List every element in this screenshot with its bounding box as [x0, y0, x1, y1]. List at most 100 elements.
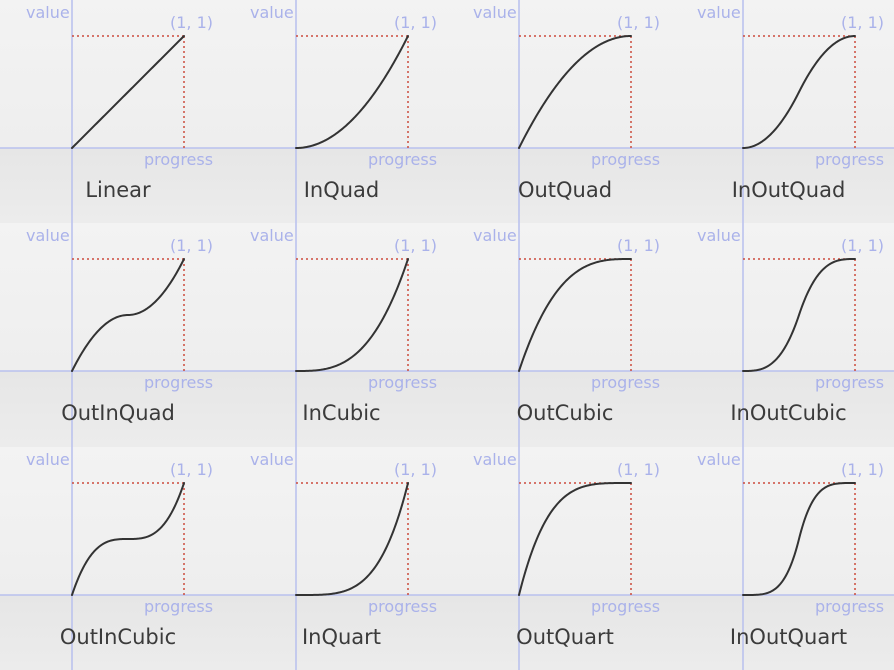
easing-plot: value (1, 1) progress [0, 223, 224, 447]
progress-axis-label: progress [144, 373, 213, 392]
easing-name-label: InOutQuart [729, 624, 848, 649]
label-background [223, 148, 447, 224]
label-background [0, 594, 224, 670]
easing-curve-outQuart [518, 481, 632, 596]
easing-cell-outCubic: value (1, 1) progress OutCubic [447, 223, 671, 447]
easing-curve-inQuart [294, 481, 409, 596]
easing-curve-inQuad [294, 35, 409, 149]
plot-background [0, 0, 224, 148]
easing-plot: value (1, 1) progress [223, 223, 447, 447]
easing-name-label: InOutCubic [730, 401, 847, 426]
value-axis-label: value [250, 450, 294, 469]
easing-curve-outQuad [518, 35, 632, 149]
easing-plot: value (1, 1) progress [447, 446, 671, 670]
easing-cell-inQuart: value (1, 1) progress InQuart [223, 446, 447, 670]
end-point-label: (1, 1) [617, 236, 660, 255]
plot-background [447, 223, 671, 372]
easing-name-label: InQuad [303, 178, 380, 202]
easing-name-label: OutInQuad [61, 401, 175, 426]
plot-background [223, 223, 447, 372]
progress-axis-label: progress [144, 150, 213, 169]
end-point-label: (1, 1) [170, 460, 213, 479]
progress-axis-label: progress [368, 597, 437, 616]
progress-axis-label: progress [815, 373, 884, 392]
end-point-label: (1, 1) [841, 236, 884, 255]
easing-curve-inOutQuad [741, 35, 856, 149]
progress-axis-label: progress [591, 597, 660, 616]
plot-background [670, 0, 894, 148]
easing-curve-inCubic [294, 258, 409, 373]
value-axis-label: value [473, 226, 517, 245]
end-point-label: (1, 1) [170, 236, 213, 255]
label-background [670, 148, 894, 224]
value-axis-label: value [697, 450, 741, 469]
plot-background [223, 0, 447, 148]
label-background [0, 148, 224, 224]
plot-background [0, 446, 224, 595]
end-point-label: (1, 1) [394, 236, 437, 255]
easing-name-label: OutInCubic [59, 624, 177, 649]
plot-background [447, 0, 671, 148]
end-point-label: (1, 1) [170, 13, 213, 32]
end-point-label: (1, 1) [394, 460, 437, 479]
end-point-label: (1, 1) [841, 460, 884, 479]
label-background [670, 594, 894, 670]
value-axis-label: value [250, 3, 294, 22]
label-background [670, 371, 894, 447]
easing-plot: value (1, 1) progress [0, 0, 224, 224]
easing-name-label: InQuart [301, 624, 382, 649]
easing-cell-linear: value (1, 1) progress Linear [0, 0, 224, 224]
easing-cell-inOutQuart: value (1, 1) progress InOutQuart [670, 446, 894, 670]
easing-name-label: InCubic [302, 401, 381, 426]
end-point-label: (1, 1) [394, 13, 437, 32]
value-axis-label: value [26, 3, 70, 22]
progress-axis-label: progress [144, 597, 213, 616]
progress-axis-label: progress [368, 373, 437, 392]
progress-axis-label: progress [815, 597, 884, 616]
easing-cell-inQuad: value (1, 1) progress InQuad [223, 0, 447, 224]
progress-axis-label: progress [815, 150, 884, 169]
easing-cell-inOutCubic: value (1, 1) progress InOutCubic [670, 223, 894, 447]
label-background [447, 594, 671, 670]
easing-plot: value (1, 1) progress [447, 0, 671, 224]
label-background [223, 594, 447, 670]
end-point-label: (1, 1) [841, 13, 884, 32]
easing-curve-linear [71, 35, 185, 149]
label-background [447, 371, 671, 447]
plot-background [447, 446, 671, 595]
easing-plot: value (1, 1) progress [670, 223, 894, 447]
easing-plot: value (1, 1) progress [670, 446, 894, 670]
easing-name-label: OutCubic [516, 401, 614, 426]
value-axis-label: value [473, 3, 517, 22]
easing-cell-outQuad: value (1, 1) progress OutQuad [447, 0, 671, 224]
easing-cell-outQuart: value (1, 1) progress OutQuart [447, 446, 671, 670]
easing-plot: value (1, 1) progress [670, 0, 894, 224]
easing-curve-outCubic [518, 258, 632, 373]
easing-cell-inOutQuad: value (1, 1) progress InOutQuad [670, 0, 894, 224]
easing-curve-inOutQuart [741, 481, 856, 596]
label-background [223, 371, 447, 447]
easing-curve-inOutCubic [741, 258, 856, 373]
value-axis-label: value [697, 3, 741, 22]
plot-background [223, 446, 447, 595]
end-point-label: (1, 1) [617, 13, 660, 32]
easing-name-label: OutQuad [517, 178, 613, 202]
value-axis-label: value [250, 226, 294, 245]
end-point-label: (1, 1) [617, 460, 660, 479]
label-background [0, 371, 224, 447]
value-axis-label: value [26, 450, 70, 469]
plot-background [0, 223, 224, 372]
progress-axis-label: progress [591, 373, 660, 392]
easing-cell-outInCubic: value (1, 1) progress OutInCubic [0, 446, 224, 670]
easing-name-label: OutQuart [516, 624, 614, 649]
easing-plot: value (1, 1) progress [447, 223, 671, 447]
plot-background [670, 223, 894, 372]
easing-plot: value (1, 1) progress [223, 0, 447, 224]
value-axis-label: value [26, 226, 70, 245]
easing-curve-outInCubic [71, 481, 185, 596]
easing-cell-inCubic: value (1, 1) progress InCubic [223, 223, 447, 447]
value-axis-label: value [697, 226, 741, 245]
easing-plot: value (1, 1) progress [0, 446, 224, 670]
progress-axis-label: progress [368, 150, 437, 169]
